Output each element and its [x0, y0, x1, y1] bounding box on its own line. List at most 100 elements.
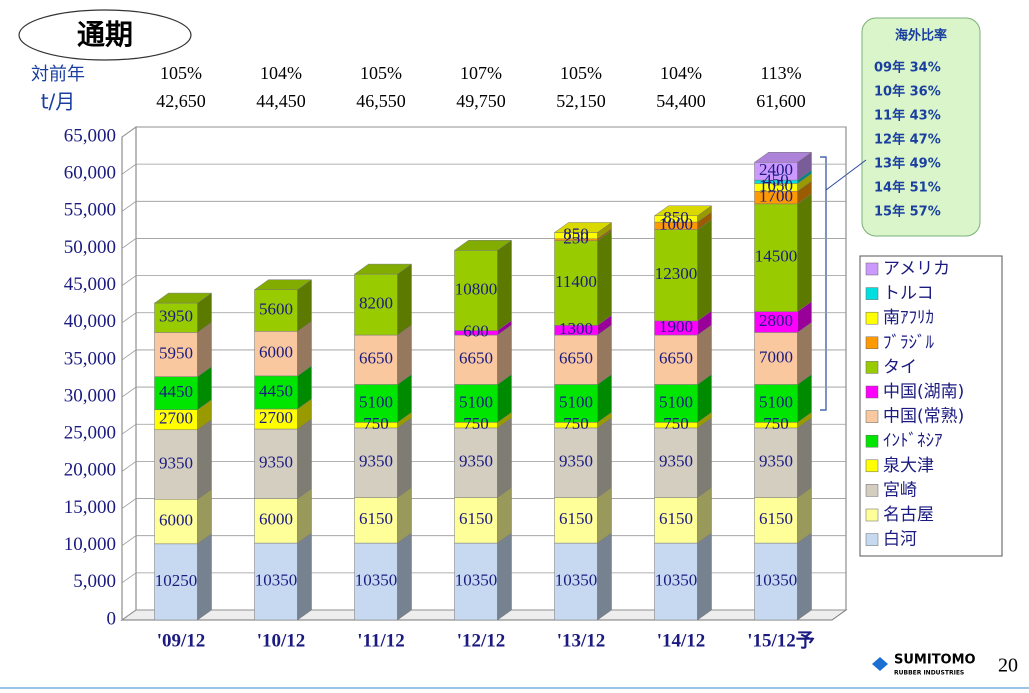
bar-segment	[554, 542, 598, 621]
bar-top	[553, 222, 613, 233]
y-tick-label: 0	[107, 608, 117, 629]
value-label: 6650	[359, 349, 393, 368]
value-label: 6650	[559, 349, 593, 368]
value-label: 6150	[759, 509, 793, 528]
value-label: 10350	[455, 570, 498, 589]
bar-side	[497, 417, 512, 498]
value-label: 10350	[755, 570, 798, 589]
value-label: 4450	[259, 381, 293, 400]
value-label: 9350	[459, 452, 493, 471]
bar-segment	[654, 427, 698, 498]
value-label: 750	[663, 414, 689, 433]
value-label: 1050	[759, 176, 793, 195]
bar-segment	[654, 229, 698, 322]
value-label: 1900	[659, 317, 693, 336]
overseas-title: 海外比率	[895, 28, 947, 44]
value-label: 6150	[559, 509, 593, 528]
legend-label: ｲﾝﾄﾞﾈｼｱ	[883, 431, 943, 451]
y-tick-label: 15,000	[64, 497, 116, 518]
y-tick-label: 45,000	[64, 274, 116, 295]
value-label: 250	[563, 229, 589, 248]
overseas-line: 09年 34%	[874, 60, 941, 76]
legend-swatch	[865, 287, 879, 300]
bar-segment	[654, 497, 698, 544]
x-tick-label: '13/12	[557, 630, 606, 651]
x-tick-label: '09/12	[157, 630, 206, 651]
bar-side	[697, 417, 712, 498]
total-value: 54,400	[656, 91, 706, 111]
x-tick-label: '15/12予	[747, 630, 815, 651]
page-number: 20	[998, 655, 1018, 677]
bar-segment	[354, 384, 398, 423]
value-label: 10350	[255, 570, 298, 589]
overseas-line: 11年 43%	[874, 108, 941, 124]
bar-side	[697, 532, 712, 621]
bar-segment	[454, 384, 498, 423]
bar-top	[653, 205, 713, 217]
value-label: 10800	[455, 279, 498, 298]
back-wall	[121, 126, 137, 621]
value-label: 7000	[759, 347, 793, 366]
legend-swatch	[865, 434, 879, 448]
legend-label: 中国(湖南)	[883, 382, 964, 402]
legend-swatch	[865, 484, 879, 497]
value-label: 4450	[159, 382, 193, 401]
bar-segment	[254, 428, 298, 499]
bar-side	[697, 324, 712, 385]
bar-segment	[654, 384, 698, 423]
value-label: 2800	[759, 311, 793, 330]
bar-side	[497, 532, 512, 621]
value-label: 2400	[759, 160, 793, 179]
bar-segment	[254, 375, 298, 410]
bar-segment	[754, 542, 798, 621]
legend-swatch	[865, 361, 879, 374]
overseas-line: 12年 47%	[874, 132, 941, 148]
bar-segment	[654, 542, 698, 621]
bar-segment	[154, 429, 198, 500]
legend-label: 泉大津	[883, 456, 934, 476]
total-value: 52,150	[556, 91, 606, 111]
overseas-box	[861, 17, 981, 237]
y-tick-label: 60,000	[64, 163, 116, 184]
x-tick-label: '11/12	[357, 630, 405, 651]
total-value: 49,750	[456, 91, 506, 111]
y-tick-label: 40,000	[64, 311, 116, 332]
value-label: 600	[463, 322, 489, 341]
total-value: 46,550	[356, 91, 406, 111]
bar-segment	[454, 497, 498, 544]
y-tick-label: 55,000	[64, 200, 116, 221]
value-label: 750	[563, 414, 589, 433]
value-label: 11400	[555, 272, 597, 291]
y-tick-label: 25,000	[64, 423, 116, 444]
bar-side	[297, 532, 312, 621]
bar-segment	[254, 289, 298, 332]
value-label: 9350	[559, 452, 593, 471]
legend-label: ﾌﾞﾗｼﾞﾙ	[883, 333, 934, 353]
value-label: 5600	[259, 299, 293, 318]
legend-label: 中国(常熟)	[883, 406, 964, 427]
bar-segment	[554, 427, 598, 498]
bar-side	[397, 263, 412, 336]
yoy-value: 105%	[360, 63, 402, 83]
legend-label: 名古屋	[883, 505, 934, 525]
value-label: 850	[563, 225, 589, 244]
bar-segment	[254, 498, 298, 544]
bar-side	[697, 219, 712, 322]
bar-side	[497, 239, 512, 332]
bar-side	[397, 324, 412, 385]
bar-segment	[254, 542, 298, 621]
value-label: 2700	[159, 409, 193, 428]
total-value: 61,600	[756, 91, 806, 111]
bar-side	[197, 533, 212, 621]
value-label: 850	[663, 208, 689, 227]
value-label: 3950	[159, 307, 193, 326]
x-tick-label: '10/12	[257, 630, 306, 651]
y-tick-label: 20,000	[64, 460, 116, 481]
legend-label: タイ	[883, 357, 917, 377]
value-label: 1700	[759, 186, 793, 205]
bar-segment	[154, 302, 198, 333]
bar-side	[797, 193, 812, 313]
bar-segment	[554, 334, 598, 385]
bar-side	[597, 230, 612, 326]
grid-line	[121, 163, 846, 175]
